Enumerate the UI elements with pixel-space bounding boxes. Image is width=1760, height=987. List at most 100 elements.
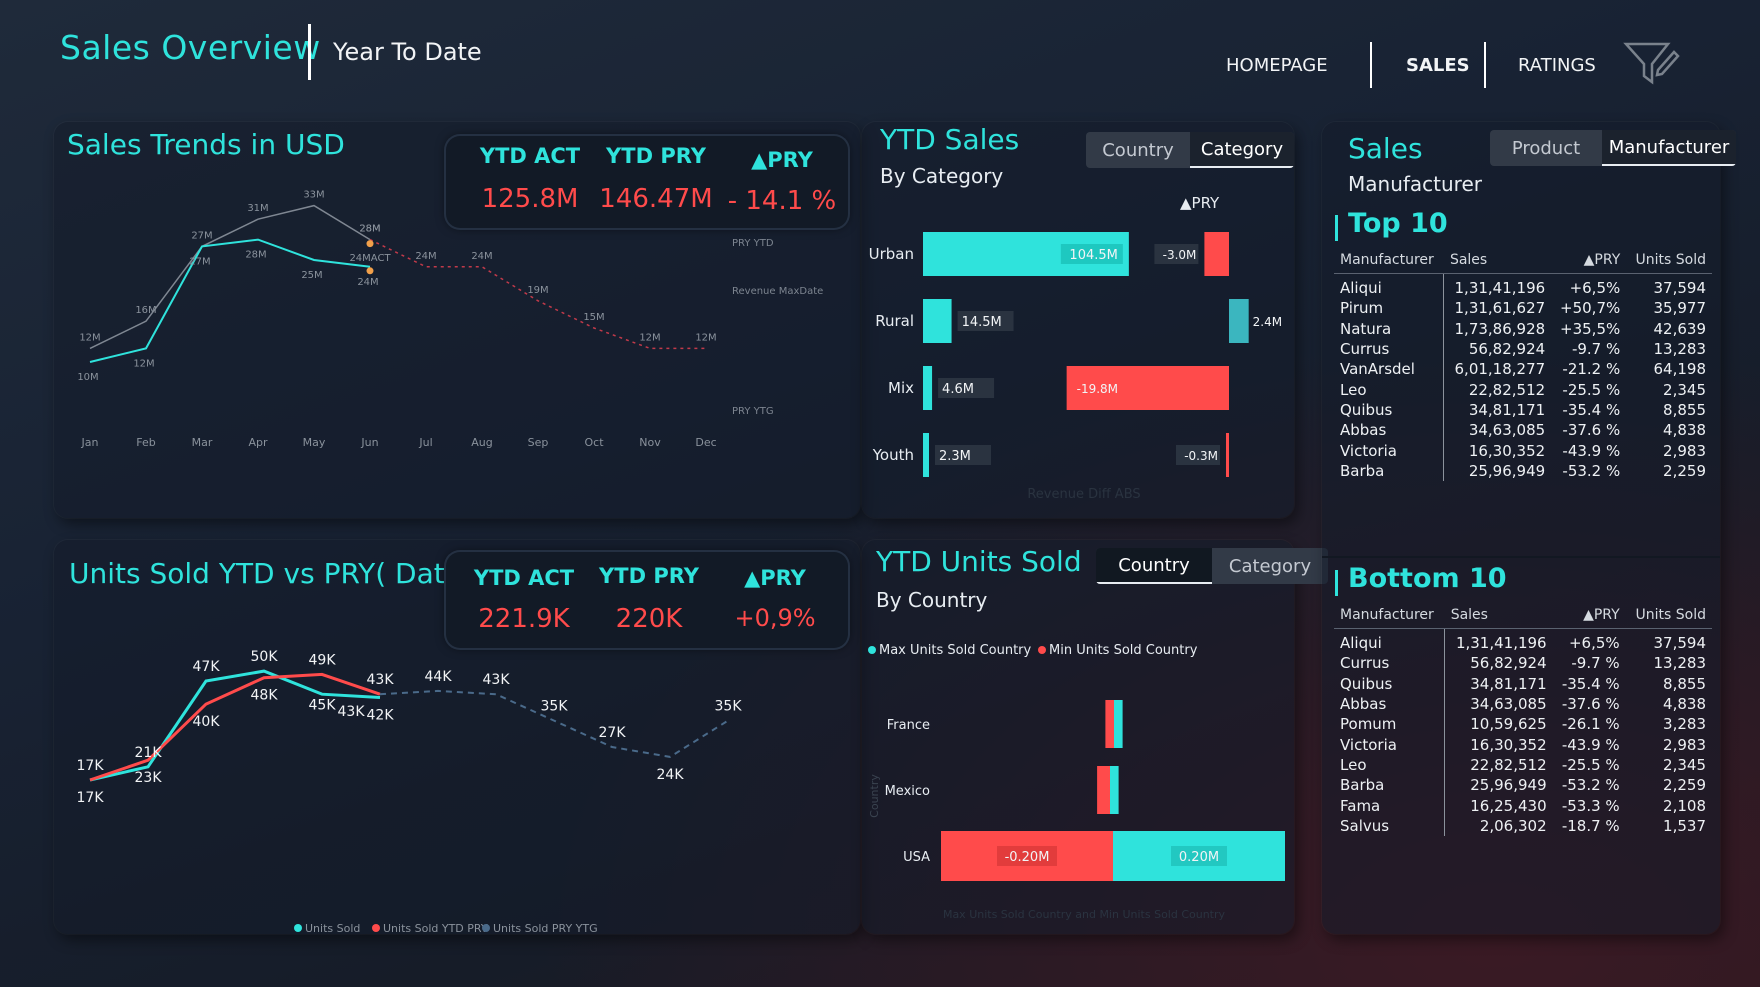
delta-bar	[1066, 366, 1229, 410]
table-row[interactable]: Pomum 10,59,625 -26.1 % 3,283	[1334, 714, 1712, 735]
data-label: 49K	[309, 652, 337, 668]
table-cell: Currus	[1340, 654, 1390, 673]
table-row[interactable]: VanArsdel 6,01,18,277 -21.2 % 64,198	[1334, 359, 1712, 380]
data-label-bg	[1171, 846, 1227, 866]
category-bar	[923, 299, 952, 343]
x-tick-label: Jul	[418, 436, 432, 449]
table-cell: 13,283	[1653, 340, 1707, 359]
x-tick-label: Nov	[639, 436, 661, 449]
table-row[interactable]: Aliqui 1,31,41,196 +6,5% 37,594	[1334, 628, 1712, 654]
table-cell: Victoria	[1340, 735, 1397, 754]
column-header[interactable]: Sales	[1444, 602, 1553, 629]
data-label: 17K	[77, 790, 105, 806]
table-cell: 64,198	[1653, 360, 1707, 379]
table-cell: 34,81,171	[1444, 673, 1553, 694]
data-label-bg	[1176, 445, 1220, 465]
tab-country[interactable]: Country	[1102, 139, 1174, 161]
table-row[interactable]: Abbas 34,63,085 -37.6 % 4,838	[1334, 693, 1712, 715]
annotation-label: 24MACT	[349, 253, 391, 264]
table-cell: 2,259	[1663, 461, 1706, 480]
column-header[interactable]: Manufacturer	[1334, 602, 1445, 629]
table-row[interactable]: Barba 25,96,949 -53.2 % 2,259	[1334, 775, 1712, 796]
kpi-act-value: 125.8M	[481, 184, 579, 214]
ytd-sales-title: YTD Sales	[880, 123, 1020, 156]
table-cell: Natura	[1340, 319, 1392, 338]
country-label: Mexico	[885, 784, 930, 799]
category-label: Youth	[872, 446, 914, 464]
table-cell: 2,06,302	[1444, 815, 1553, 836]
tab-category[interactable]: Category	[1228, 555, 1312, 577]
table-row[interactable]: Quibus 34,81,171 -35.4 % 8,855	[1334, 673, 1712, 694]
table-row[interactable]: Aliqui 1,31,41,196 +6,5% 37,594	[1334, 273, 1712, 299]
data-label: 43K	[338, 704, 366, 720]
table-cell: Pirum	[1340, 299, 1384, 318]
data-label: 16M	[135, 305, 156, 316]
tab-manufacturer[interactable]: Manufacturer	[1602, 130, 1736, 166]
table-row[interactable]: Quibus 34,81,171 -35.4 % 8,855	[1334, 399, 1712, 421]
data-label: 25M	[301, 270, 322, 281]
table-row[interactable]: Barba 25,96,949 -53.2 % 2,259	[1334, 460, 1712, 481]
data-label: 24M	[471, 251, 492, 262]
ytd-sales-subtitle: By Category	[880, 164, 1004, 188]
table-cell: 1,73,86,928	[1443, 318, 1552, 339]
table-row[interactable]: Abbas 34,63,085 -37.6 % 4,838	[1334, 420, 1712, 441]
series-label-maxdate: Revenue MaxDate	[732, 286, 823, 297]
column-header[interactable]: ▲PRY	[1551, 247, 1627, 274]
top10-accent-bar	[1335, 215, 1338, 241]
legend-dot	[294, 924, 302, 932]
table-cell: +35,5%	[1560, 319, 1621, 338]
table-cell: Salvus	[1340, 816, 1390, 835]
data-label: 24M	[415, 251, 436, 262]
column-header[interactable]: Units Sold	[1625, 602, 1712, 629]
table-row[interactable]: Leo 22,82,512 -25.5 % 2,345	[1334, 379, 1712, 400]
table-row[interactable]: Victoria 16,30,352 -43.9 % 2,983	[1334, 440, 1712, 461]
data-label-bg	[935, 445, 991, 465]
table-cell: 16,30,352	[1443, 440, 1552, 461]
max-bar	[1110, 766, 1119, 814]
table-row[interactable]: Victoria 16,30,352 -43.9 % 2,983	[1334, 734, 1712, 755]
table-cell: Barba	[1340, 776, 1385, 795]
ytd-sales-tabs: Country Category	[1086, 132, 1294, 168]
table-row[interactable]: Pirum 1,31,61,627 +50,7% 35,977	[1334, 298, 1712, 319]
data-label-bg	[997, 846, 1057, 866]
table-cell: 2,259	[1663, 776, 1706, 795]
units-kpi-card	[446, 552, 848, 648]
table-cell: -53.3 %	[1561, 796, 1620, 815]
tab-country[interactable]: Country	[1096, 548, 1212, 584]
axis-title: Country	[868, 774, 881, 818]
table-row[interactable]: Fama 16,25,430 -53.3 % 2,108	[1334, 795, 1712, 816]
data-label: 12M	[133, 358, 154, 369]
column-header[interactable]: Manufacturer	[1334, 247, 1444, 274]
data-label: 27K	[599, 725, 627, 741]
panel-divider	[1322, 556, 1720, 558]
tab-product[interactable]: Product	[1511, 137, 1581, 159]
data-label: 17K	[77, 758, 105, 774]
column-header[interactable]: Units Sold	[1626, 247, 1712, 274]
x-tick-label: Apr	[248, 436, 268, 449]
delta-bar	[1226, 433, 1229, 477]
nav-ratings[interactable]: RATINGS	[1518, 55, 1596, 76]
table-row[interactable]: Currus 56,82,924 -9.7 % 13,283	[1334, 653, 1712, 674]
column-header[interactable]: Sales	[1443, 247, 1552, 274]
tab-category[interactable]: Category	[1190, 132, 1294, 168]
nav-homepage[interactable]: HOMEPAGE	[1226, 55, 1328, 76]
x-tick-label: Mar	[192, 436, 213, 449]
data-label: 35K	[715, 699, 743, 715]
table-row[interactable]: Leo 22,82,512 -25.5 % 2,345	[1334, 754, 1712, 776]
column-header[interactable]: ▲PRY	[1552, 602, 1626, 629]
table-row[interactable]: Currus 56,82,924 -9.7 % 13,283	[1334, 338, 1712, 360]
filter-icon[interactable]	[1622, 40, 1680, 88]
table-cell: 35,977	[1653, 299, 1707, 318]
legend-label: Min Units Sold Country	[1049, 643, 1198, 658]
ytd-sales-bar-chart: Revenue Diff ABS Urban 104.5M -3.0M Rural 14.…	[869, 232, 1282, 502]
nav-sales[interactable]: SALES	[1406, 55, 1470, 76]
table-row[interactable]: Natura 1,73,86,928 +35,5% 42,639	[1334, 318, 1712, 339]
data-label-bg	[1060, 244, 1123, 264]
bottom10-title: Bottom 10	[1348, 563, 1507, 594]
kpi-units-delta-label: ▲PRY	[744, 566, 806, 590]
table-cell: +50,7%	[1560, 299, 1621, 318]
data-label: 4.6M	[942, 382, 974, 397]
table-cell: -43.9 %	[1561, 735, 1620, 754]
table-row[interactable]: Salvus 2,06,302 -18.7 % 1,537	[1334, 815, 1712, 836]
table-cell: Fama	[1340, 796, 1381, 815]
